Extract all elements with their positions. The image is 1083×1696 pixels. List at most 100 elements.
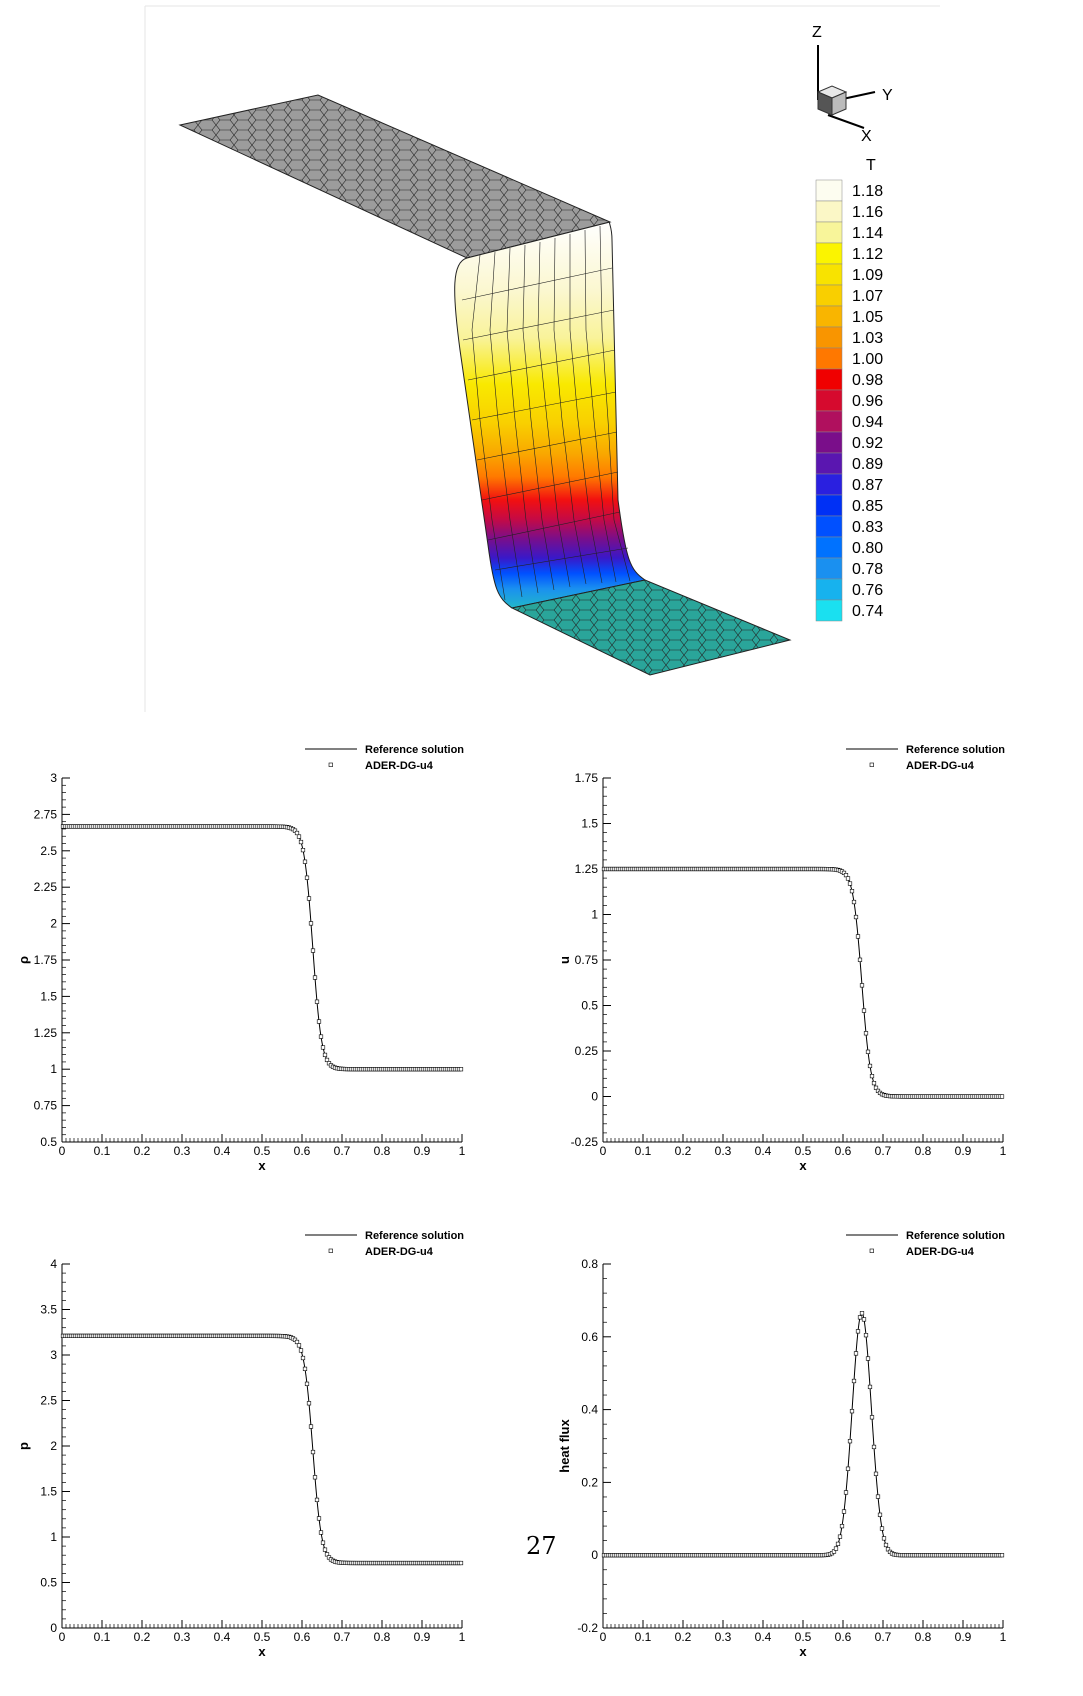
ader-dg-u4-point	[304, 875, 310, 880]
ader-dg-u4-point	[865, 1049, 871, 1054]
ader-dg-u4-point	[318, 1530, 324, 1535]
colorbar-swatch	[815, 263, 843, 286]
y-tick-label: 1.25	[34, 1026, 58, 1040]
y-tick-label: 1	[591, 908, 598, 922]
ader-dg-u4-point	[869, 1074, 875, 1079]
x-axis-label: x	[258, 1644, 266, 1659]
ader-dg-u4-point	[857, 1315, 863, 1320]
axis-label-y: Y	[882, 87, 893, 104]
ader-dg-u4-point	[849, 889, 855, 894]
pressure-plot: 0 0.1 0.2 0.3 0.4 0.5 0.6 0.7 0.8 0.9 1 0 0.5 1 1.5 2 2.…	[0, 1226, 541, 1696]
legend-marker-swatch	[328, 762, 333, 767]
colorbar-level-label: 1.05	[852, 309, 883, 326]
x-tick-label: 1	[459, 1630, 466, 1644]
ader-dg-u4-point	[849, 1409, 855, 1414]
density-plot: 0 0.1 0.2 0.3 0.4 0.5 0.6 0.7 0.8 0.9 1 0.5 0.75 1 1.2…	[0, 740, 541, 1210]
y-tick-label: 2.75	[34, 807, 58, 821]
ader-dg-u4-point	[867, 1063, 873, 1069]
x-tick-label: 1	[459, 1144, 466, 1158]
colorbar-level-label: 0.94	[852, 414, 883, 431]
ader-dg-u4-point	[312, 975, 318, 980]
colorbar-level-label: 0.89	[852, 456, 883, 473]
legend-entry: Reference solution	[906, 744, 1005, 756]
ader-dg-u4-point	[863, 1031, 869, 1036]
y-axis-label: u	[557, 956, 572, 964]
steep-wall	[454, 221, 647, 609]
colorbar-level-label: 1.16	[852, 204, 883, 221]
ader-dg-u4-point	[320, 1045, 326, 1050]
surface-svg: Z Y X T 1.18 1.16 1.14 1.12 1.09 1.07 1.05 1.03…	[144, 5, 940, 712]
x-tick-label: 0.4	[755, 1144, 772, 1158]
colorbar-swatch	[815, 179, 843, 202]
axis-label-x: X	[861, 128, 872, 145]
y-tick-label: 0.2	[581, 1475, 598, 1489]
colorbar-level-label: 1.09	[852, 267, 883, 284]
ader-dg-u4-point	[853, 914, 859, 920]
colorbar-level-label: 1.18	[852, 183, 883, 200]
plot-svg: 0 0.1 0.2 0.3 0.4 0.5 0.6 0.7 0.8 0.9 1 0.5 0.75 1 1.2…	[16, 744, 466, 1173]
colorbar-swatch	[815, 200, 843, 223]
x-tick-label: 0.5	[254, 1144, 271, 1158]
x-tick-label: 0.9	[955, 1630, 972, 1644]
x-tick-label: 0.3	[174, 1144, 191, 1158]
x-tick-label: 0.2	[675, 1630, 692, 1644]
y-tick-label: 4	[50, 1257, 57, 1271]
plot-svg: 0 0.1 0.2 0.3 0.4 0.5 0.6 0.7 0.8 0.9 1-0.2500.250…	[557, 744, 1007, 1173]
colorbar-level-label: 0.83	[852, 519, 883, 536]
ader-dg-u4-point	[306, 1401, 312, 1406]
colorbar-level-label: 0.76	[852, 582, 883, 599]
plot-svg: 0 0.1 0.2 0.3 0.4 0.5 0.6 0.7 0.8 0.9 1 0 0.5 1 1.5 2 2.…	[16, 1230, 466, 1659]
ader-dg-u4-point	[855, 934, 861, 939]
legend-entry: Reference solution	[365, 1230, 464, 1242]
x-tick-label: 1	[1000, 1630, 1007, 1644]
legend-entry: Reference solution	[906, 1230, 1005, 1242]
colorbar-level-label: 0.85	[852, 498, 883, 515]
ader-dg-u4-point	[320, 1540, 326, 1545]
legend-entry: ADER-DG-u4	[906, 1246, 975, 1258]
colorbar-level-label: 0.96	[852, 393, 883, 410]
y-tick-label: 1	[50, 1062, 57, 1076]
colorbar-swatch	[815, 284, 843, 307]
y-tick-label: 0	[50, 1621, 57, 1635]
ader-dg-u4-point	[847, 881, 853, 886]
ader-dg-u4-point	[308, 1424, 314, 1429]
ader-dg-u4-point	[310, 948, 316, 953]
legend-marker-swatch	[869, 1248, 874, 1253]
colorbar-level-label: 1.03	[852, 330, 883, 347]
ader-dg-u4-point	[458, 1560, 464, 1566]
colorbar-swatch	[815, 515, 843, 538]
ader-dg-u4-point	[857, 957, 863, 962]
y-tick-label: -0.25	[571, 1135, 599, 1149]
ader-dg-u4-point	[883, 1542, 889, 1548]
ader-dg-u4-point	[875, 1494, 881, 1499]
colorbar-swatch	[815, 305, 843, 328]
colorbar-swatch	[815, 368, 843, 391]
ader-dg-u4-point	[855, 1329, 861, 1334]
y-tick-label: 1.5	[40, 1485, 57, 1499]
y-tick-label: 1.5	[581, 817, 598, 831]
colorbar-swatch	[815, 599, 843, 622]
ader-dg-u4-point	[879, 1526, 885, 1531]
colorbar-swatch	[815, 347, 843, 370]
ader-dg-u4-point	[300, 1355, 306, 1361]
colorbar-level-label: 0.74	[852, 603, 883, 620]
x-tick-label: 0.7	[334, 1630, 351, 1644]
ader-dg-u4-point	[839, 1524, 845, 1529]
ader-dg-u4-point	[841, 1509, 847, 1514]
colorbar-level-label: 0.87	[852, 477, 883, 494]
x-tick-label: 0.3	[715, 1144, 732, 1158]
ader-dg-u4-point	[458, 1067, 464, 1072]
legend-entry: ADER-DG-u4	[906, 760, 975, 772]
ader-dg-u4-point	[873, 1471, 879, 1476]
x-tick-label: 0	[600, 1630, 607, 1644]
top-plateau	[178, 94, 612, 259]
colorbar-level-label: 0.80	[852, 540, 883, 557]
colorbar-level-label: 1.12	[852, 246, 883, 263]
y-axis-label: heat flux	[557, 1419, 572, 1473]
y-tick-label: 0.5	[40, 1135, 57, 1149]
ader-dg-u4-point	[298, 839, 304, 845]
ader-dg-u4-point	[833, 1546, 839, 1551]
x-tick-label: 0.4	[214, 1144, 231, 1158]
x-tick-label: 0.9	[414, 1144, 431, 1158]
x-tick-label: 0.7	[334, 1144, 351, 1158]
